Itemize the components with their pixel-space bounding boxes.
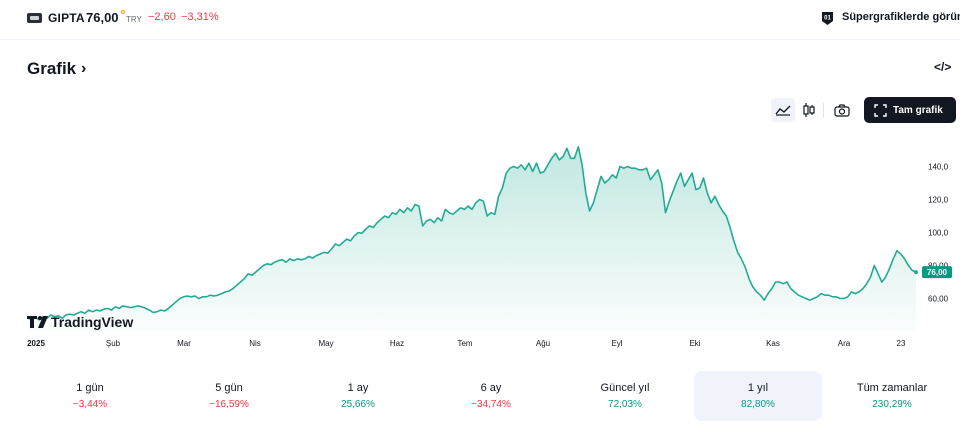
x-tick-label: Eki bbox=[689, 339, 700, 348]
chart-section-title[interactable]: Grafik bbox=[27, 59, 77, 78]
x-tick-label: 23 bbox=[897, 339, 906, 348]
y-tick-label: 100,0 bbox=[928, 229, 949, 238]
watermark-text: TradingView bbox=[51, 314, 133, 330]
period-change-value: 82,80% bbox=[741, 399, 775, 410]
period-label: Güncel yıl bbox=[600, 382, 650, 394]
price-area-fill bbox=[28, 146, 916, 330]
period-change-value: 230,29% bbox=[872, 399, 912, 410]
last-price-tag bbox=[922, 266, 952, 279]
x-tick-label: Ağu bbox=[536, 339, 550, 348]
currency-code: TRY bbox=[126, 15, 142, 24]
fullscreen-label: Tam grafik bbox=[893, 104, 943, 116]
period-label: 6 ay bbox=[480, 382, 502, 394]
last-price: 76,00 bbox=[86, 10, 119, 25]
period-change-value: −3,44% bbox=[72, 399, 108, 410]
x-tick-label: Tem bbox=[457, 339, 472, 348]
period-label: 1 ay bbox=[347, 382, 369, 394]
price-change-percent: −3,31% bbox=[181, 11, 219, 23]
period-change-value: −16,59% bbox=[209, 399, 249, 410]
x-tick-label: Haz bbox=[390, 339, 404, 348]
period-button[interactable]: 5 gün −16,59% bbox=[165, 371, 293, 421]
x-tick-label: Kas bbox=[766, 339, 780, 348]
x-tick-label: Şub bbox=[106, 339, 121, 348]
tradingview-logo-icon bbox=[27, 316, 48, 328]
fullscreen-chart-button[interactable]: Tam grafik bbox=[864, 97, 956, 123]
supercharts-link[interactable]: Süpergrafiklerde görün bbox=[842, 11, 960, 23]
svg-text:01: 01 bbox=[824, 16, 831, 22]
period-button[interactable]: 6 ay −34,74% bbox=[427, 371, 555, 421]
ticker-symbol[interactable]: GIPTA bbox=[48, 11, 85, 25]
y-tick-label: 60,00 bbox=[928, 295, 949, 304]
period-label: Tüm zamanlar bbox=[856, 382, 928, 394]
symbol-header: GIPTA 76,00 TRY −2,60 −3,31% 01 Süpergra… bbox=[0, 0, 960, 40]
y-tick-label: 120,0 bbox=[928, 196, 949, 205]
camera-icon bbox=[834, 103, 850, 117]
x-tick-label: Nis bbox=[249, 339, 261, 348]
period-button[interactable]: 1 ay 25,66% bbox=[294, 371, 422, 421]
period-button[interactable]: 1 gün −3,44% bbox=[26, 371, 154, 421]
period-label: 1 yıl bbox=[747, 382, 769, 394]
period-change-value: 25,66% bbox=[341, 399, 375, 410]
company-logo-icon bbox=[27, 13, 42, 23]
period-change-value: 72,03% bbox=[608, 399, 642, 410]
period-label: 5 gün bbox=[215, 382, 243, 394]
area-chart-button[interactable] bbox=[771, 98, 795, 122]
last-price-tag-label: 76,00 bbox=[927, 268, 948, 277]
fullscreen-icon bbox=[874, 103, 887, 117]
area-chart-icon bbox=[775, 105, 791, 116]
candlestick-icon bbox=[803, 103, 815, 117]
period-label: 1 gün bbox=[76, 382, 104, 394]
toolbar-divider bbox=[823, 102, 824, 118]
supercharts-icon[interactable]: 01 bbox=[820, 11, 835, 26]
y-tick-label: 80,00 bbox=[928, 262, 949, 271]
x-tick-label: Mar bbox=[177, 339, 191, 348]
chevron-right-icon[interactable]: › bbox=[81, 60, 87, 77]
tradingview-watermark[interactable]: TradingView bbox=[27, 314, 133, 330]
market-status-dot-icon bbox=[121, 10, 125, 14]
x-tick-label: 2025 bbox=[27, 339, 45, 348]
y-tick-label: 140,0 bbox=[928, 163, 949, 172]
period-change-value: −34,74% bbox=[471, 399, 511, 410]
screenshot-button[interactable] bbox=[830, 98, 854, 122]
period-button[interactable]: Güncel yıl 72,03% bbox=[561, 371, 689, 421]
embed-code-icon[interactable]: </> bbox=[934, 60, 952, 74]
period-button[interactable]: Tüm zamanlar 230,29% bbox=[828, 371, 956, 421]
x-tick-label: Eyl bbox=[611, 339, 622, 348]
price-change: −2,60 bbox=[148, 11, 176, 23]
x-tick-label: Ara bbox=[838, 339, 851, 348]
price-series-line[interactable] bbox=[27, 145, 917, 321]
period-button[interactable]: 1 yıl 82,80% bbox=[694, 371, 822, 421]
last-price-marker bbox=[914, 270, 918, 275]
x-tick-label: May bbox=[318, 339, 333, 348]
candlestick-button[interactable] bbox=[797, 98, 821, 122]
price-chart[interactable]: 60,00 100,0 120,0 140,0 80,00 2025 Şub Mar Nis M… bbox=[0, 130, 960, 352]
